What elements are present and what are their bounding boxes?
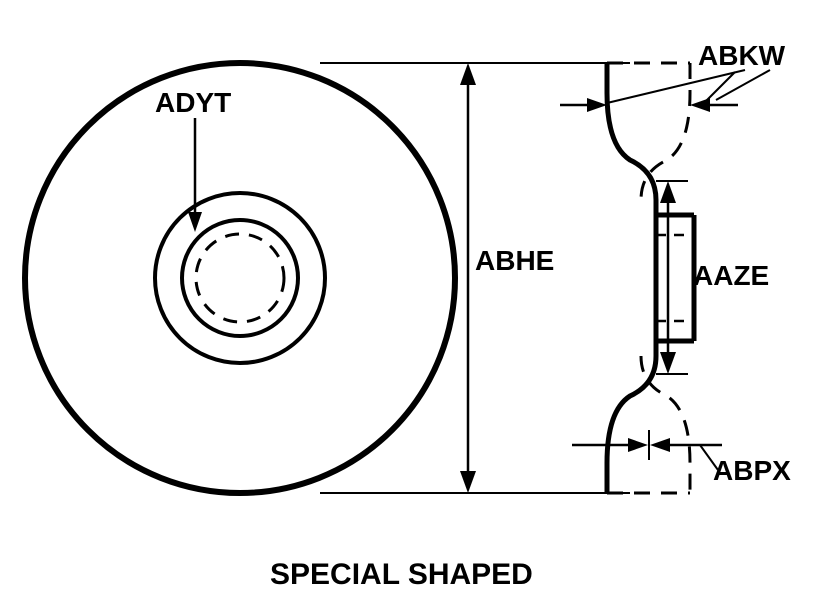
side-profile (607, 63, 694, 493)
label-aaze: AAZE (693, 260, 769, 292)
technical-drawing (0, 0, 833, 612)
aaze-dimension (656, 181, 688, 374)
diagram-container: ADYT ABHE ABKW AAZE ABPX SPECIAL SHAPED (0, 0, 833, 612)
label-abkw: ABKW (698, 40, 785, 72)
abpx-dimension (572, 430, 722, 470)
adyt-leader (188, 118, 202, 232)
outer-circle (25, 63, 455, 493)
abkw-dimension (560, 70, 770, 112)
label-abpx: ABPX (713, 455, 791, 487)
diagram-title: SPECIAL SHAPED (270, 558, 533, 592)
abhe-dimension (460, 63, 476, 493)
inner-dashed-circle (196, 234, 284, 322)
label-adyt: ADYT (155, 87, 231, 119)
bore-circle (182, 220, 298, 336)
label-abhe: ABHE (475, 245, 554, 277)
